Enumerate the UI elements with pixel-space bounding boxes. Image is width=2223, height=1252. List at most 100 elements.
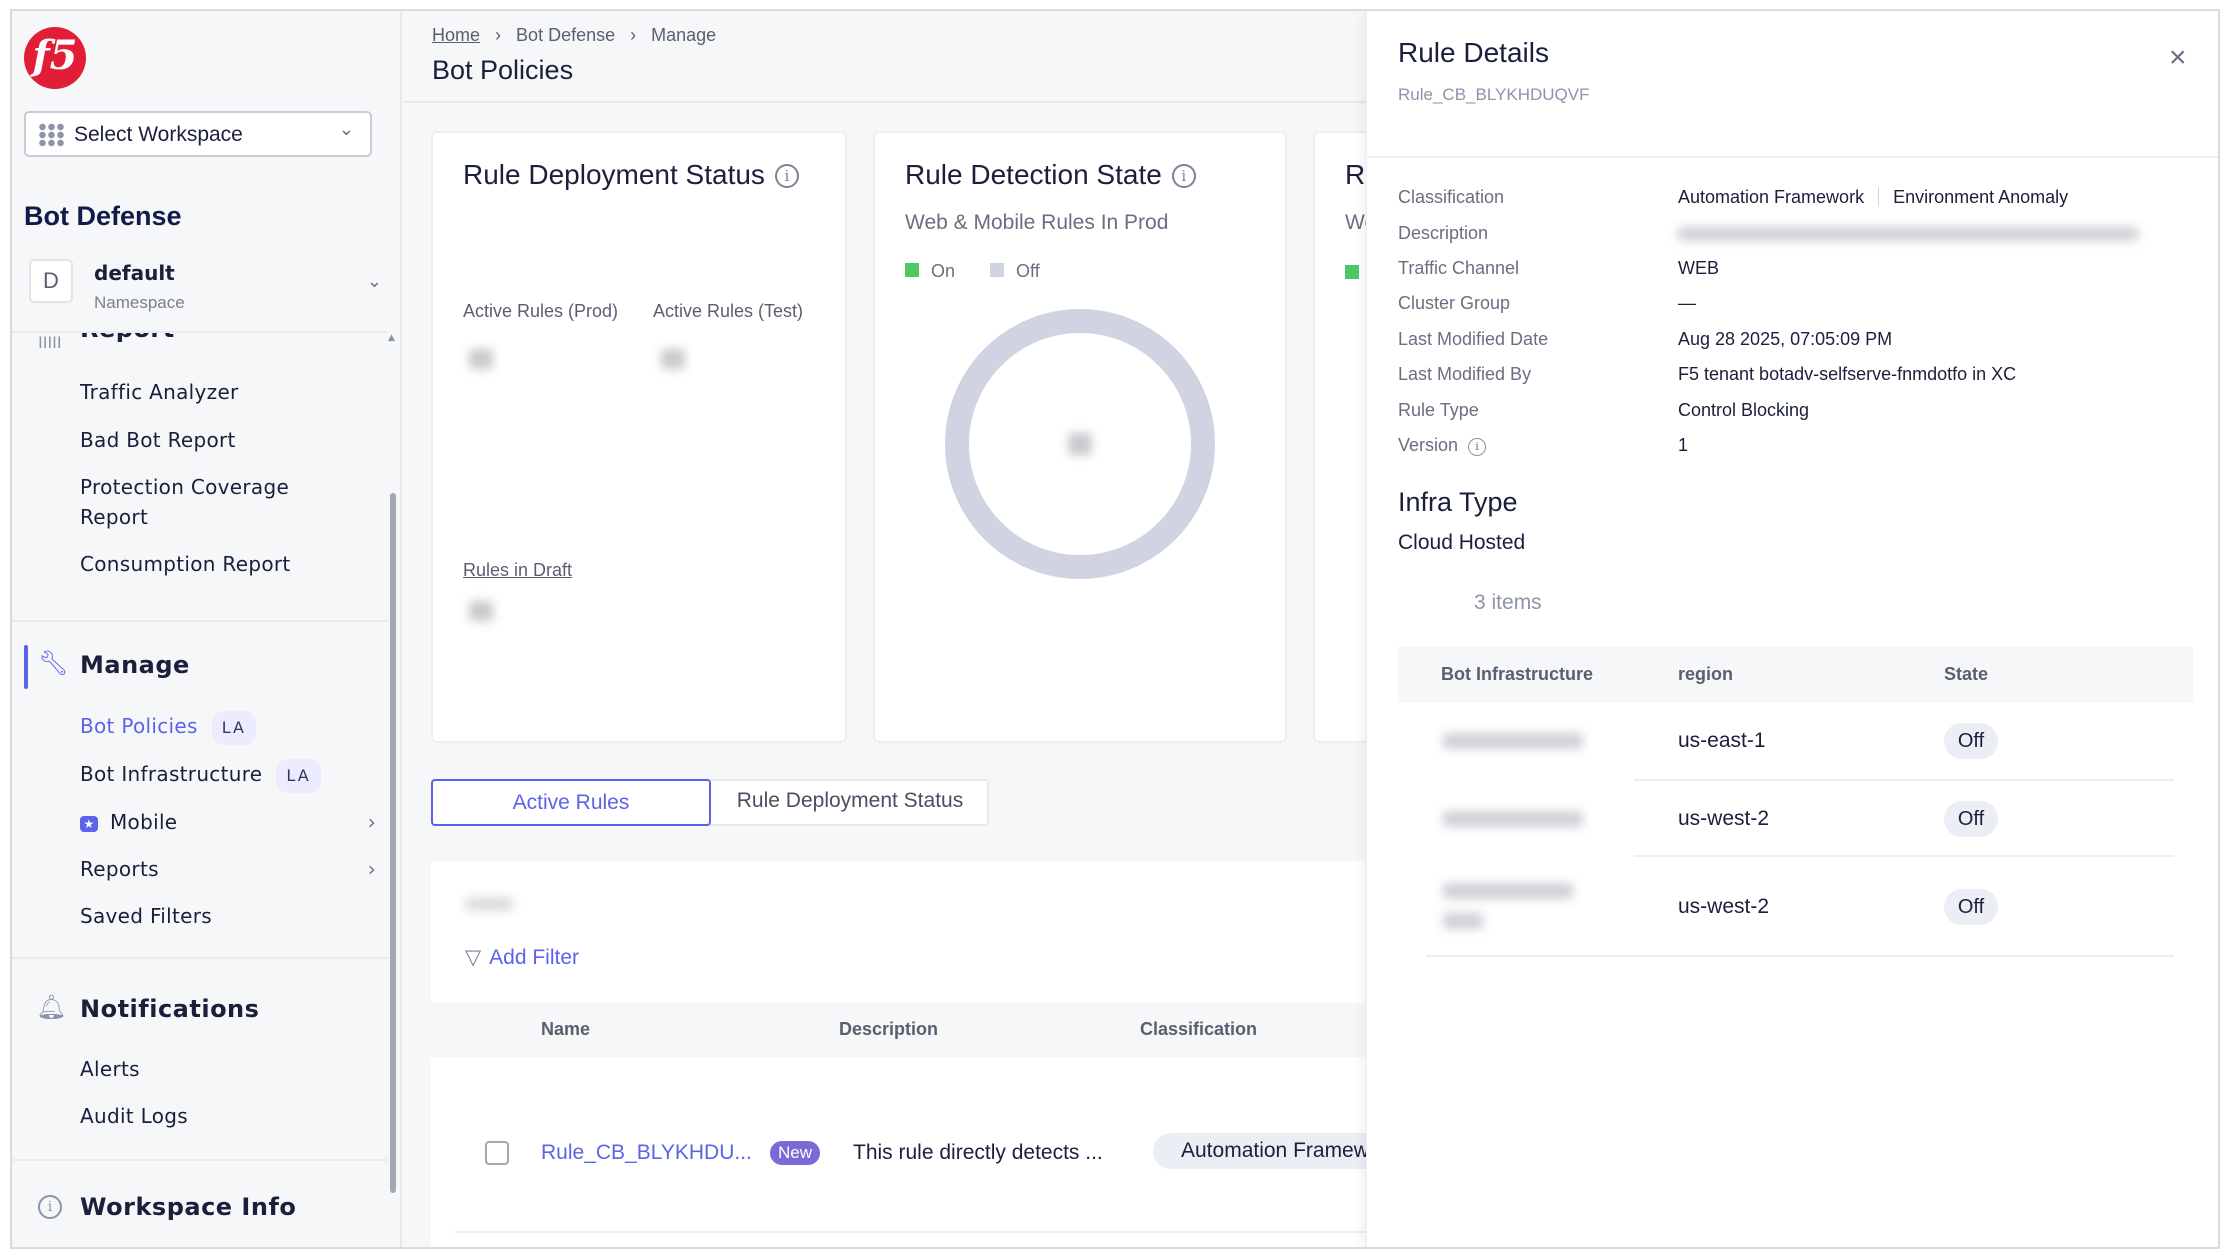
tab-rule-deployment-status[interactable]: Rule Deployment Status <box>736 789 964 812</box>
nav-section-manage[interactable]: Manage <box>80 651 190 679</box>
new-badge: New <box>770 1141 821 1165</box>
scroll-up-icon: ▲ <box>388 333 395 343</box>
page-title: Bot Policies <box>432 55 574 85</box>
column-header-state[interactable]: State <box>1944 664 1989 684</box>
separator <box>1878 187 1880 207</box>
nav-workspace-info[interactable]: Workspace Info <box>80 1193 297 1221</box>
nav-section-notifications[interactable]: Notifications <box>80 995 260 1023</box>
field-label-rule-type: Rule Type <box>1398 400 1479 420</box>
sidebar-scrollbar[interactable]: ▲ <box>388 333 398 1247</box>
info-icon: i <box>38 1195 62 1219</box>
chevron-right-icon: › <box>367 810 376 834</box>
nav-saved-filters[interactable]: Saved Filters <box>80 904 212 928</box>
active-rules-prod-value <box>469 349 493 369</box>
chevron-down-icon: ⌄ <box>366 271 382 292</box>
legend-swatch-on <box>905 263 919 277</box>
active-indicator <box>24 645 28 689</box>
breadcrumb: Home › Bot Defense › Manage <box>432 25 716 46</box>
chevron-right-icon: › <box>367 857 376 881</box>
infra-name <box>1443 811 1583 827</box>
chevron-right-icon: › <box>630 25 637 45</box>
active-rules-test-label: Active Rules (Test) <box>653 301 804 321</box>
card-title: Rule Detection State i <box>905 159 1196 191</box>
row-checkbox[interactable] <box>485 1141 509 1165</box>
nav-label: Reports <box>80 857 159 881</box>
workspace-select[interactable]: Select Workspace ⌄ <box>24 111 372 157</box>
drawer-subtitle: Rule_CB_BLYKHDUQVF <box>1398 85 1590 104</box>
rule-details-drawer: Rule Details Rule_CB_BLYKHDUQVF × Classi… <box>1366 11 2218 1247</box>
main-header: Home › Bot Defense › Manage Bot Policies <box>403 11 1403 103</box>
field-value-last-modified-by: F5 tenant botadv-selfserve-fnmdotfo in X… <box>1678 364 2017 384</box>
infra-type-heading: Infra Type <box>1398 487 1518 517</box>
legend: On Off <box>905 261 1040 282</box>
chevron-right-icon: › <box>495 25 502 45</box>
table-row[interactable]: Rule_CB_BLYKHDU... New This rule directl… <box>431 1057 1413 1233</box>
bar-chart-icon: IIIII <box>38 333 62 352</box>
donut-center-value <box>1068 433 1092 455</box>
state-pill: Off <box>1944 723 1998 759</box>
breadcrumb-manage: Manage <box>651 25 717 45</box>
nav-label: Mobile <box>110 810 178 834</box>
active-rules-test-value <box>661 349 685 369</box>
nav-audit-logs[interactable]: Audit Logs <box>80 1104 188 1128</box>
info-icon[interactable]: i <box>774 164 799 188</box>
close-button[interactable]: × <box>2169 41 2187 74</box>
active-rules-prod-label: Active Rules (Prod) <box>463 301 619 321</box>
scrollbar-thumb[interactable] <box>390 493 396 1193</box>
nav-reports[interactable]: Reports › <box>80 854 376 884</box>
filter-icon: ▽ <box>465 946 482 969</box>
column-header-bot-infrastructure[interactable]: Bot Infrastructure <box>1441 664 1594 684</box>
nav-protection-coverage-report[interactable]: Protection Coverage Report <box>80 475 290 529</box>
items-count: 3 items <box>1474 591 1542 614</box>
field-label-version: Version i <box>1398 435 1487 456</box>
column-header-description[interactable]: Description <box>839 1019 939 1039</box>
infra-name <box>1443 733 1583 749</box>
infra-region: us-west-2 <box>1678 895 1770 918</box>
drawer-divider <box>1367 156 2218 158</box>
nav-label: Bot Infrastructure <box>80 762 263 786</box>
nav-bad-bot-report[interactable]: Bad Bot Report <box>80 428 236 452</box>
rule-name-link[interactable]: Rule_CB_BLYKHDU... <box>541 1141 752 1164</box>
card-title-text: Rule Detection State <box>905 159 1162 190</box>
breadcrumb-home[interactable]: Home <box>432 25 481 45</box>
f5-logo[interactable]: f5 <box>24 27 86 89</box>
infra-row: us-west-2 Off <box>1398 857 2193 957</box>
field-label-description: Description <box>1398 223 1489 243</box>
field-label-last-modified-date: Last Modified Date <box>1398 329 1549 349</box>
classification-value-1: Automation Framework <box>1678 187 1865 207</box>
chevron-down-icon: ⌄ <box>338 119 354 140</box>
infra-region: us-west-2 <box>1678 807 1770 830</box>
infra-name <box>1443 883 1573 899</box>
column-header-region[interactable]: region <box>1678 664 1734 684</box>
column-header-classification[interactable]: Classification <box>1140 1019 1258 1039</box>
tab-active-rules[interactable]: Active Rules <box>431 779 711 826</box>
nav-section-report[interactable]: Report <box>80 333 175 343</box>
version-label: Version <box>1398 435 1459 455</box>
column-header-name[interactable]: Name <box>541 1019 591 1039</box>
nav-mobile[interactable]: ★ Mobile › <box>80 807 376 837</box>
info-icon[interactable]: i <box>1468 438 1487 456</box>
grid-icon <box>38 123 64 147</box>
legend-on: On <box>931 261 956 281</box>
legend-off: Off <box>1016 261 1040 281</box>
add-filter-label: Add Filter <box>489 946 580 969</box>
row-divider <box>1426 955 2174 957</box>
card-title: Rule Deployment Status i <box>463 159 799 191</box>
info-icon[interactable]: i <box>1171 164 1196 188</box>
nav-alerts[interactable]: Alerts <box>80 1057 140 1081</box>
table-header: Name Description Classification <box>431 1003 1391 1057</box>
state-pill: Off <box>1944 801 1998 837</box>
app-window: f5 Select Workspace ⌄ Bot Defense D defa… <box>10 9 2220 1249</box>
sidebar: f5 Select Workspace ⌄ Bot Defense D defa… <box>12 11 402 1247</box>
workspace-select-label: Select Workspace <box>74 123 243 146</box>
add-filter-button[interactable]: ▽ Add Filter <box>465 945 579 970</box>
wrench-icon: 🔧︎ <box>38 649 69 677</box>
namespace-selector[interactable]: D default Namespace ⌄ <box>24 257 388 317</box>
rules-in-draft-link[interactable]: Rules in Draft <box>463 560 573 580</box>
row-divider <box>1634 779 2174 781</box>
nav-traffic-analyzer[interactable]: Traffic Analyzer <box>80 380 239 404</box>
breadcrumb-bot-defense[interactable]: Bot Defense <box>516 25 616 45</box>
nav-bot-policies[interactable]: Bot Policies LA <box>80 711 256 745</box>
nav-bot-infrastructure[interactable]: Bot Infrastructure LA <box>80 759 321 793</box>
nav-consumption-report[interactable]: Consumption Report <box>80 552 291 576</box>
